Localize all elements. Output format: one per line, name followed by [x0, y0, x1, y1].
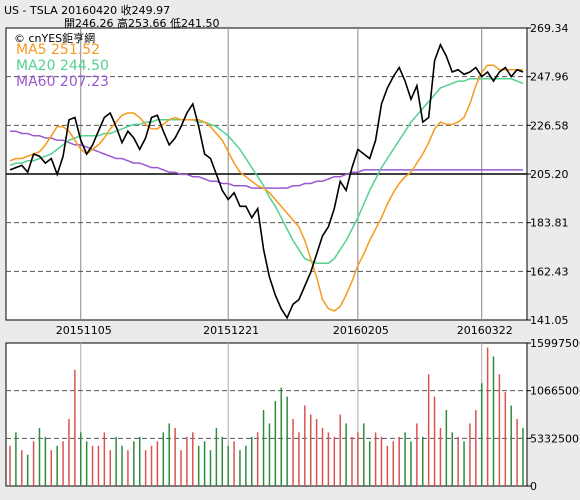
- date-tick-label: 20160322: [457, 324, 513, 337]
- series-line-ma60: [10, 130, 523, 189]
- quote-line-2: 開246.26 高253.66 低241.50: [64, 17, 220, 30]
- date-tick-label: 20151221: [203, 324, 259, 337]
- legend-entry: MA5 251.52: [16, 42, 100, 58]
- volume-panel: [5, 342, 528, 487]
- series-line-ma5: [9, 64, 523, 312]
- date-tick-label: 20160205: [333, 324, 389, 337]
- price-tick-label: 183.81: [530, 217, 569, 230]
- price-tick-label: 226.58: [530, 119, 569, 132]
- legend-entry: MA60 207.23: [16, 74, 109, 90]
- series-line-ma20: [9, 78, 524, 264]
- quote-line-1: US - TSLA 20160420 收249.97: [4, 4, 171, 17]
- brand-watermark: © cnYES鉅亨網: [14, 32, 96, 45]
- price-tick-label: 247.96: [530, 71, 569, 84]
- volume-tick-label: 5332500: [530, 432, 579, 445]
- price-tick-label: 162.43: [530, 265, 569, 278]
- date-tick-label: 20151105: [56, 324, 112, 337]
- volume-tick-label: 15997500: [530, 337, 580, 350]
- price-tick-label: 269.34: [530, 22, 569, 35]
- series-line-close: [9, 42, 524, 320]
- price-tick-label: 205.20: [530, 168, 569, 181]
- price-tick-label: 141.05: [530, 314, 569, 327]
- volume-tick-label: 10665000: [530, 385, 580, 398]
- volume-tick-label: 0: [530, 480, 537, 493]
- legend-entry: MA20 244.50: [16, 58, 109, 74]
